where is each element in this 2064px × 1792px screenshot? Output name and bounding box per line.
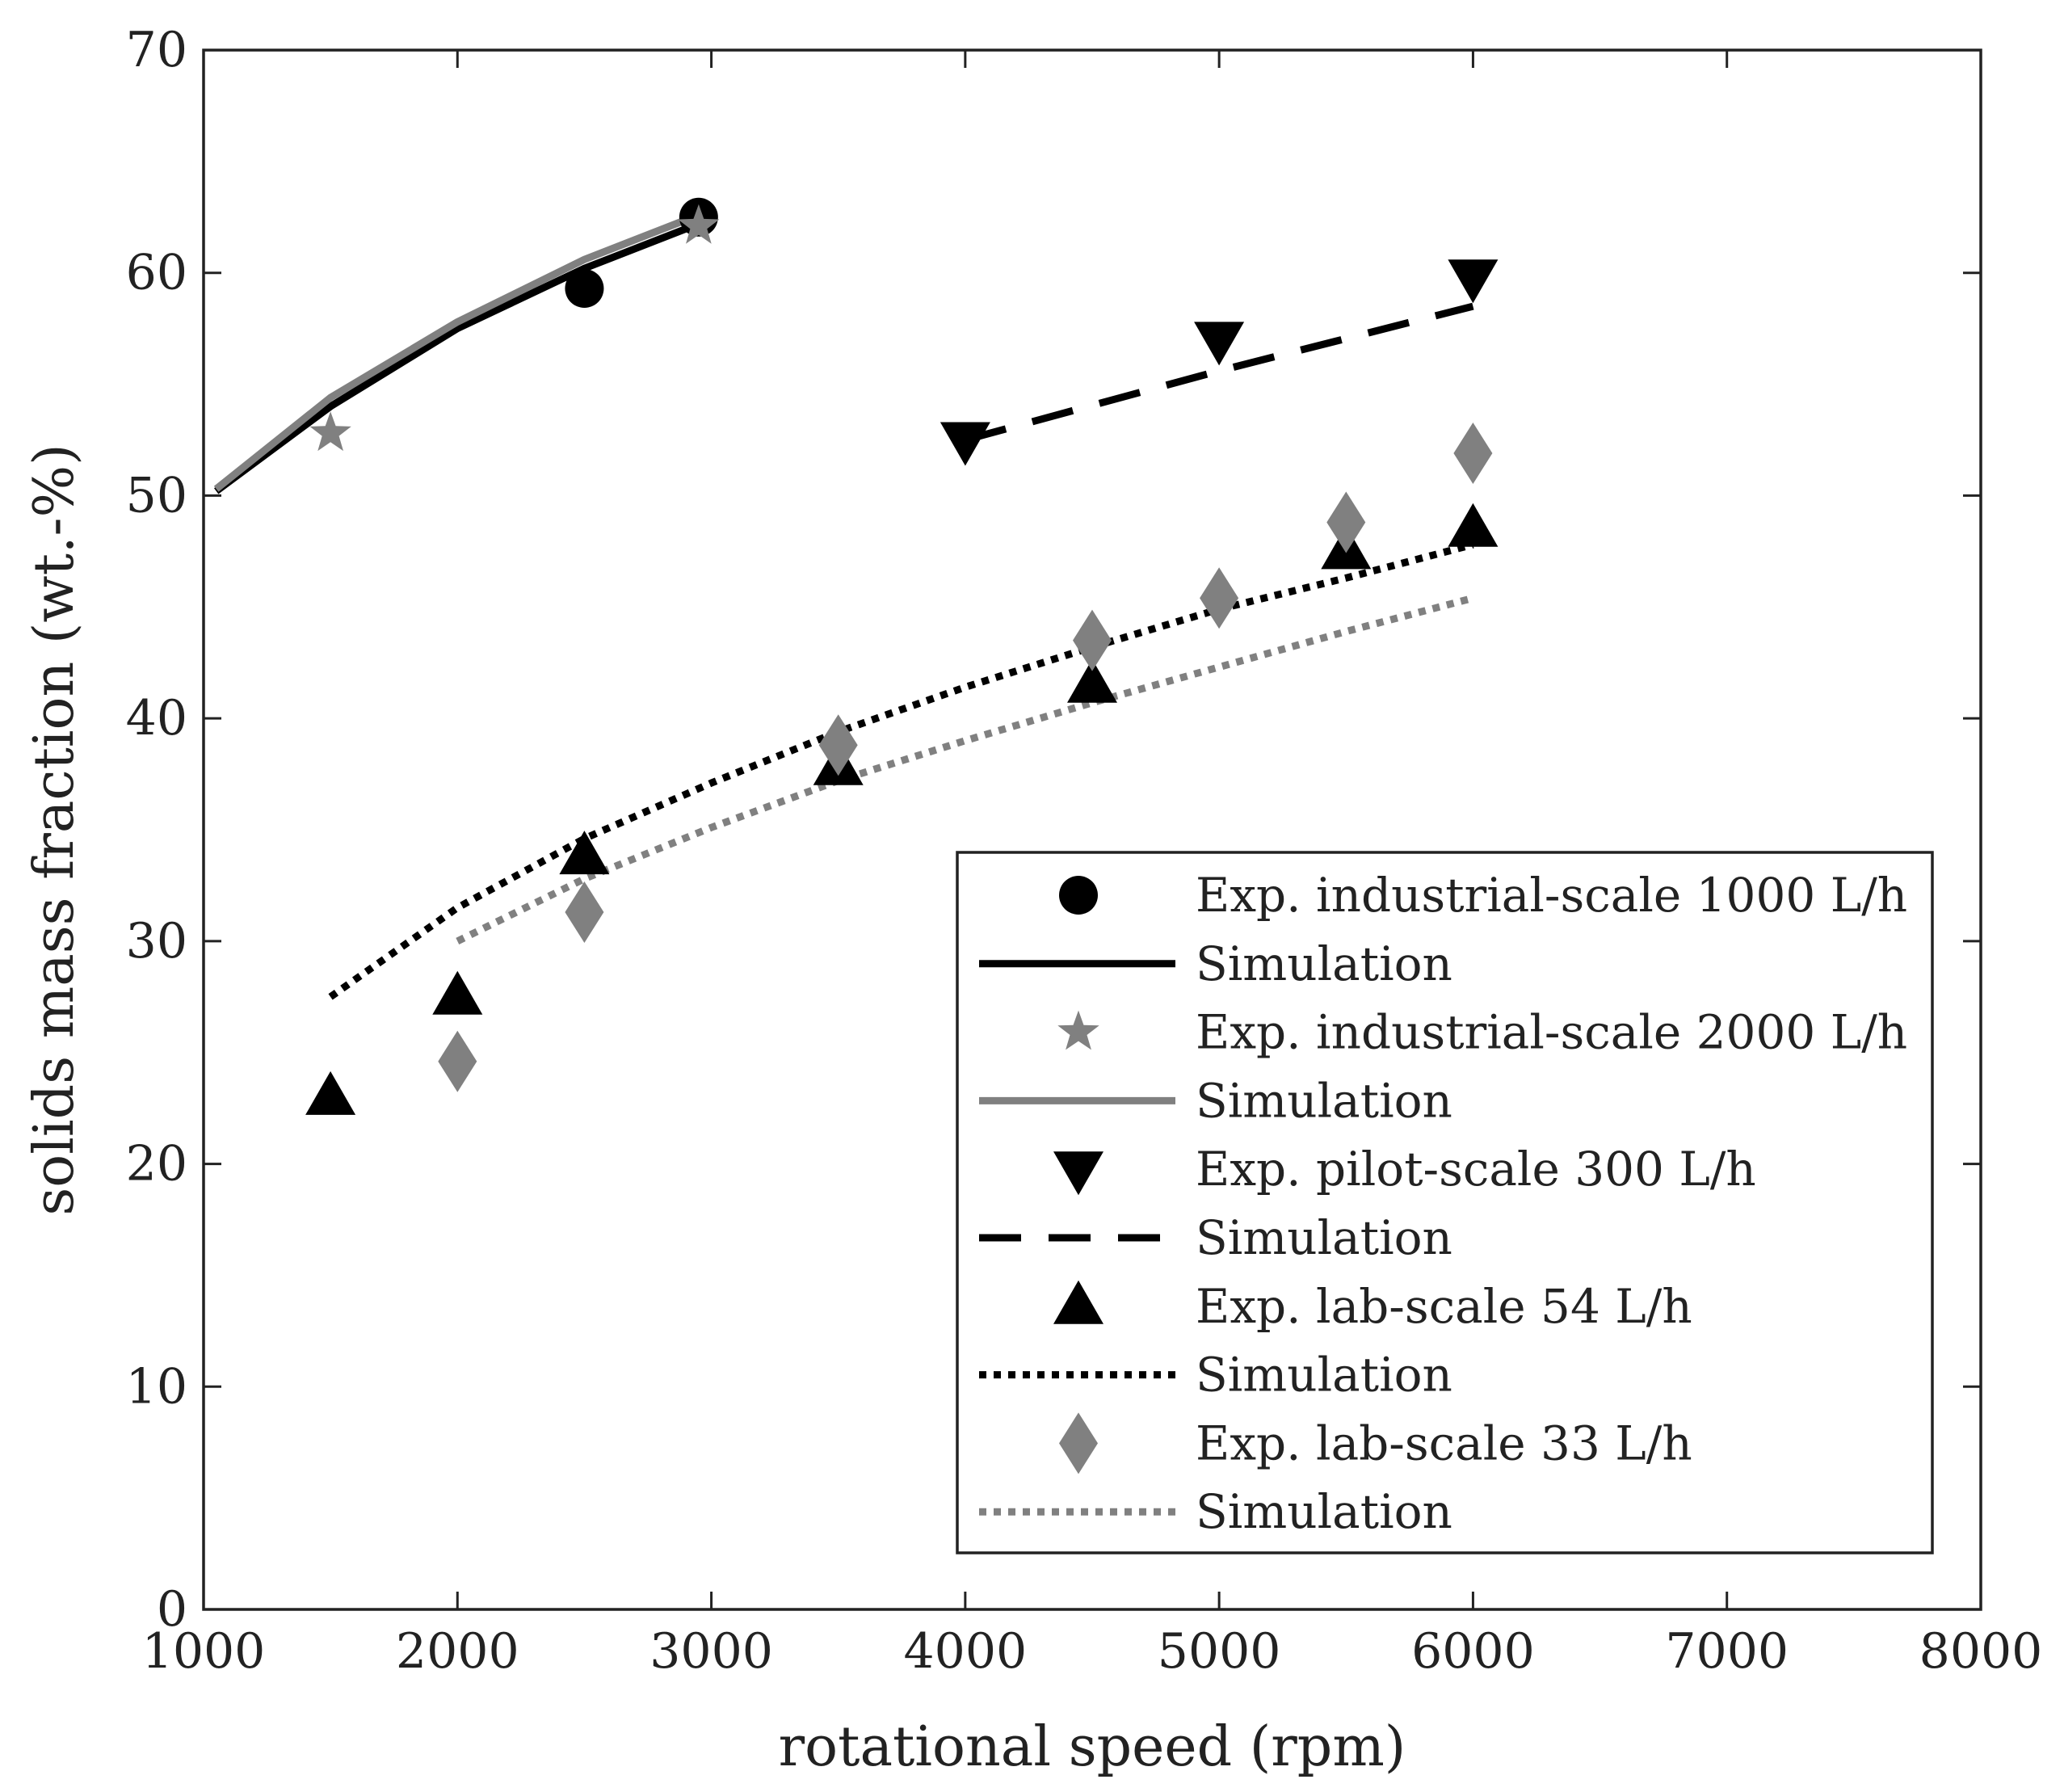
data-point-series-4	[940, 422, 990, 466]
data-point-series-8	[1073, 609, 1112, 671]
legend-marker-8	[1059, 1412, 1098, 1474]
data-point-series-0	[565, 269, 604, 309]
legend-label: Simulation	[1196, 1348, 1452, 1403]
data-point-series-2	[678, 204, 720, 244]
series-line-1	[214, 220, 700, 494]
data-point-series-8	[818, 714, 858, 776]
data-point-series-8	[565, 881, 604, 943]
legend-label: Exp. lab-scale 33 L/h	[1196, 1416, 1692, 1470]
x-tick-label: 6000	[1411, 1623, 1535, 1680]
legend-marker-2	[1057, 1010, 1099, 1050]
data-point-series-8	[1326, 491, 1366, 553]
y-axis-label: solids mass fraction (wt.-%)	[23, 444, 86, 1215]
data-point-series-8	[438, 1030, 477, 1092]
legend-label: Exp. lab-scale 54 L/h	[1196, 1279, 1692, 1334]
legend-label: Exp. pilot-scale 300 L/h	[1196, 1142, 1756, 1197]
data-point-series-6	[432, 970, 483, 1015]
x-tick-label: 5000	[1158, 1623, 1281, 1680]
x-tick-label: 1000	[142, 1623, 266, 1680]
legend-label: Simulation	[1196, 936, 1452, 991]
legend: Exp. industrial-scale 1000 L/h Simulation…	[956, 851, 1934, 1554]
x-tick-label: 4000	[904, 1623, 1028, 1680]
x-axis-label: rotational speed (rpm)	[779, 1715, 1406, 1779]
y-tick-label: 50	[126, 467, 187, 524]
data-point-series-8	[1200, 567, 1239, 629]
data-point-series-6	[305, 1071, 356, 1115]
y-tick-label: 0	[157, 1581, 187, 1638]
legend-box	[956, 851, 1934, 1554]
y-tick-label: 30	[126, 913, 187, 970]
axes-box	[202, 48, 1982, 1611]
legend-label: Exp. industrial-scale 2000 L/h	[1196, 1005, 1907, 1060]
legend-marker-6	[1053, 1280, 1103, 1324]
series-line-3	[213, 211, 700, 492]
x-tick-label: 2000	[396, 1623, 519, 1680]
x-tick-label: 7000	[1665, 1623, 1789, 1680]
y-tick-label: 20	[126, 1136, 187, 1193]
data-point-series-6	[559, 831, 610, 875]
axis-ticks: 1000 2000 3000 4000 5000 6000 7000 8000 0 10 20 30 4…	[126, 22, 2043, 1680]
data-point-series-2	[309, 411, 351, 452]
series-line-5	[964, 302, 1474, 444]
x-tick-label: 8000	[1919, 1623, 2043, 1680]
plot-area	[213, 197, 1499, 1115]
legend-marker-0	[1059, 876, 1098, 915]
legend-label: Simulation	[1196, 1073, 1452, 1128]
series-line-7	[328, 541, 1474, 1000]
data-point-series-6	[1067, 658, 1117, 703]
data-point-series-4	[1194, 322, 1245, 366]
legend-label: Exp. industrial-scale 1000 L/h	[1196, 868, 1907, 923]
x-tick-label: 3000	[649, 1623, 773, 1680]
data-point-series-8	[1453, 423, 1493, 484]
legend-label: Simulation	[1196, 1484, 1452, 1539]
y-tick-label: 10	[126, 1358, 187, 1415]
y-tick-label: 70	[126, 22, 187, 78]
y-tick-label: 40	[126, 690, 187, 747]
data-point-series-4	[1448, 259, 1499, 304]
data-point-series-6	[1448, 503, 1499, 547]
legend-marker-4	[1053, 1151, 1103, 1196]
y-tick-label: 60	[126, 245, 187, 301]
legend-label: Simulation	[1196, 1210, 1452, 1265]
